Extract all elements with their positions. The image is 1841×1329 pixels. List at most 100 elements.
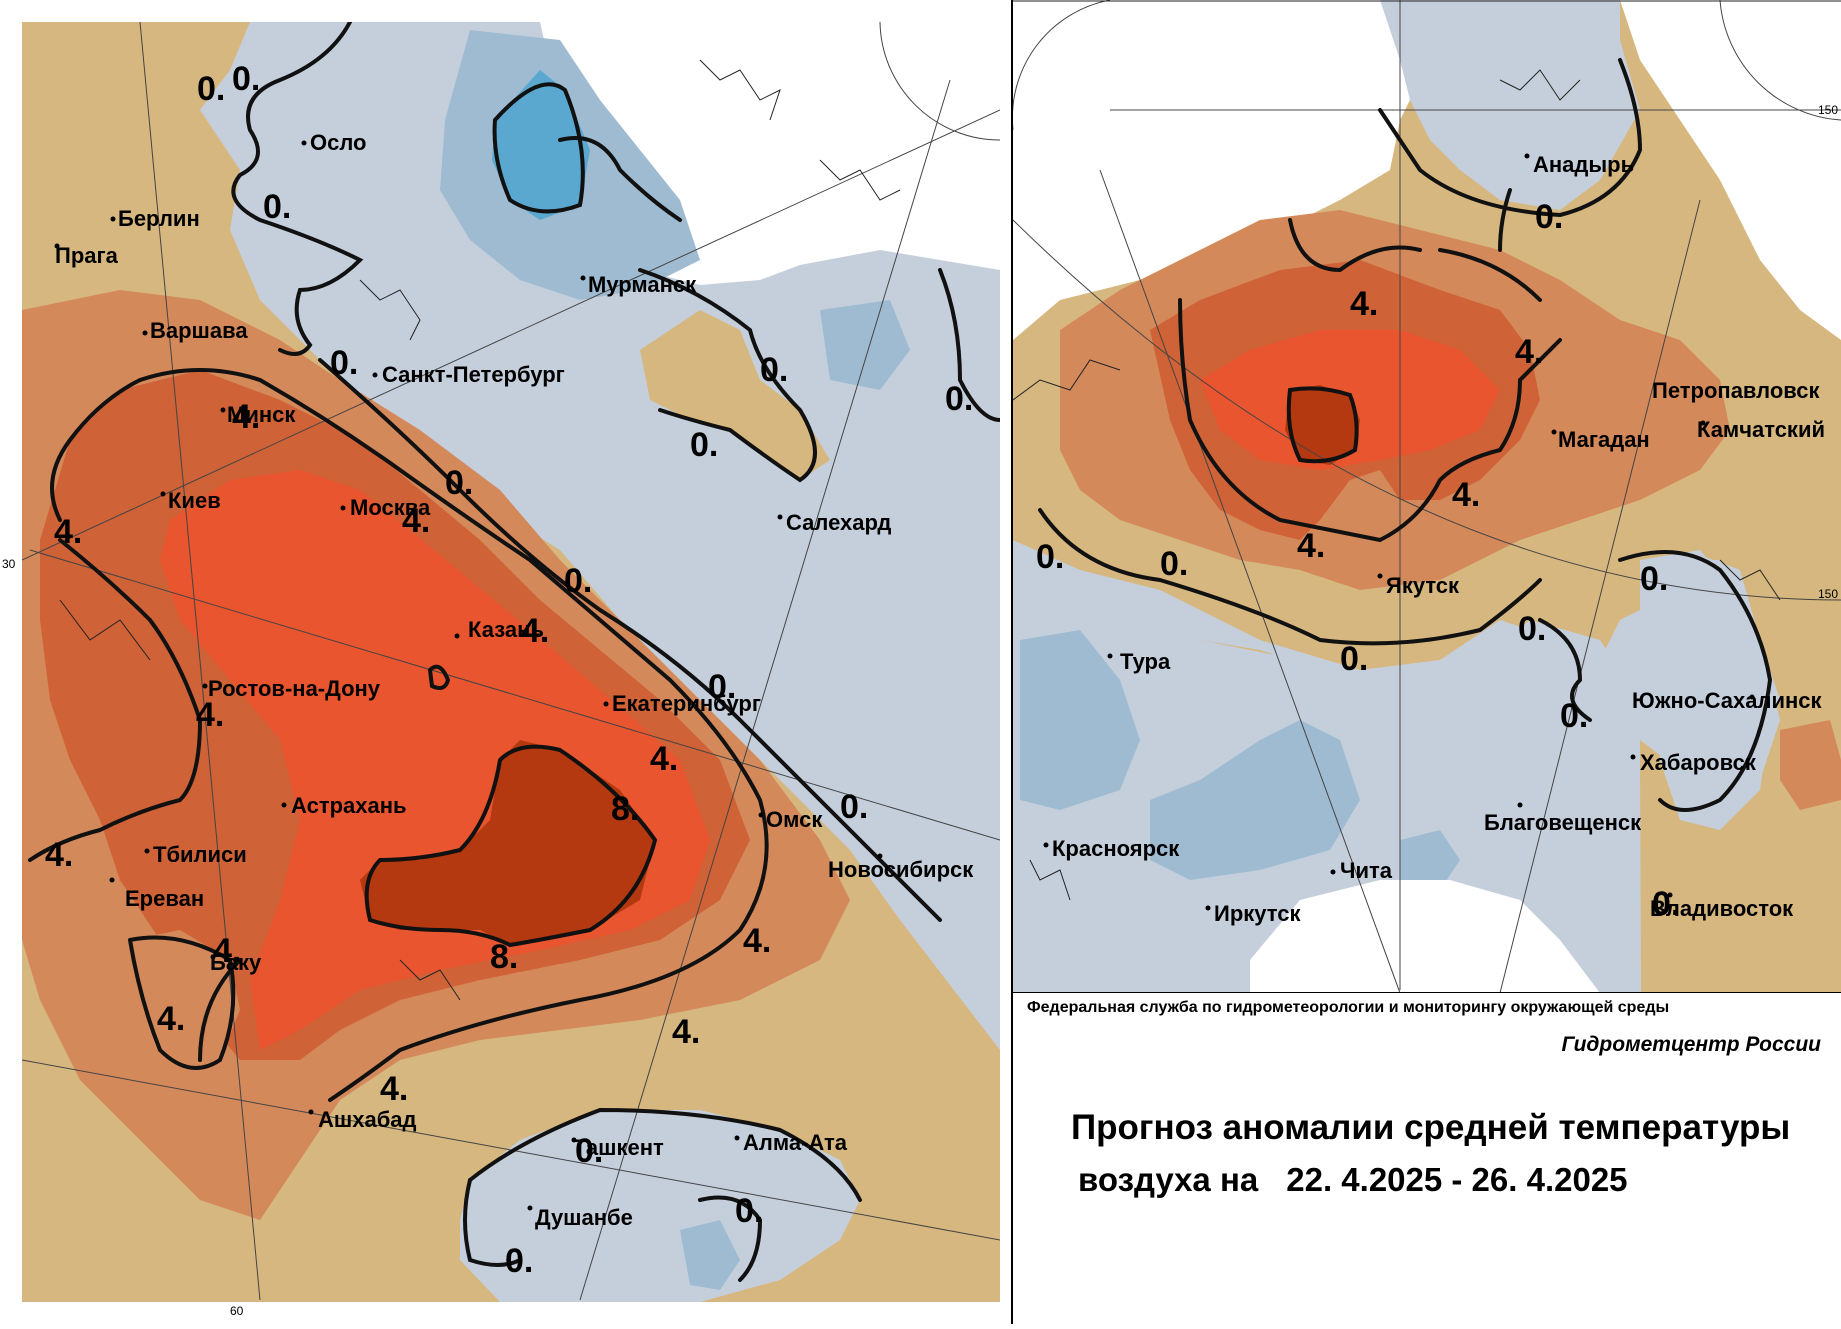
city-murmansk: Мурманск	[580, 272, 697, 297]
svg-text:0.: 0.	[505, 1242, 533, 1280]
city-kamchatsky: Камчатский	[1697, 417, 1825, 442]
cold-zone-right-minus2-b	[1150, 720, 1360, 880]
svg-text:Ашхабад: Ашхабад	[318, 1107, 417, 1132]
agency-name: Федеральная служба по гидрометеорологии …	[1027, 999, 1670, 1016]
city-yuzhno-sakhalinsk: Южно-Сахалинск	[1632, 688, 1822, 713]
cold-zone-south	[460, 1110, 860, 1302]
svg-text:4.: 4.	[380, 1070, 408, 1108]
info-panel: Федеральная служба по гидрометеорологии …	[1013, 993, 1841, 1324]
warm-zone-8-plus	[360, 740, 655, 945]
city-dushanbe: Душанбе	[527, 1205, 633, 1230]
city-ashgabat: Ашхабад	[308, 1107, 417, 1132]
svg-text:0.: 0.	[564, 562, 592, 600]
svg-text:4.: 4.	[672, 1013, 700, 1051]
svg-text:Салехард: Салехард	[786, 510, 891, 535]
svg-text:0.: 0.	[263, 188, 291, 226]
center-name: Гидрометцентр России	[1561, 1033, 1821, 1056]
city-warsaw: Варшава	[142, 318, 248, 343]
city-anadyr: Анадырь	[1524, 152, 1634, 177]
svg-text:4.: 4.	[743, 922, 771, 960]
svg-text:4.: 4.	[521, 612, 549, 650]
svg-text:Камчатский: Камчатский	[1697, 417, 1825, 442]
city-vladivostok: Владивосток	[1650, 892, 1794, 921]
cities-right: Анадырь Петропавловск Камчатский Магадан…	[1043, 152, 1825, 926]
city-prague: Прага	[54, 243, 119, 268]
coastlines-right	[1013, 0, 1841, 901]
svg-text:4.: 4.	[402, 502, 430, 540]
right-grid	[1013, 0, 1841, 993]
svg-text:Новосибирск: Новосибирск	[828, 857, 974, 882]
city-magadan: Магадан	[1551, 427, 1650, 452]
svg-text:0.: 0.	[1535, 198, 1563, 236]
city-petropavlovsk: Петропавловск	[1652, 378, 1821, 403]
isoline-labels-right: 0. 0. 0. 0. 0. 0. 0. 0. 4. 4. 4. 4.	[1036, 198, 1680, 923]
svg-text:Екатеринбург: Екатеринбург	[612, 691, 761, 716]
svg-text:4.: 4.	[1515, 333, 1543, 371]
coastlines-left	[59, 59, 901, 1001]
svg-text:Южно-Сахалинск: Южно-Сахалинск	[1632, 688, 1822, 713]
svg-text:Ереван: Ереван	[125, 886, 204, 911]
warm-pocket-urals	[640, 310, 830, 480]
svg-text:4.: 4.	[213, 932, 241, 970]
svg-text:4.: 4.	[1350, 285, 1378, 323]
city-yakutsk: Якутск	[1377, 573, 1460, 598]
svg-text:Омск: Омск	[766, 807, 823, 832]
city-astrakhan: Астрахань	[281, 793, 407, 818]
isoline-labels-left: 0. 0. 0. 0. 0. 0. 0. 0. 0. 0. 0. 0. 0. 0…	[45, 60, 973, 1280]
cold-zone-north	[200, 22, 1000, 1050]
svg-text:Ташкент: Ташкент	[573, 1135, 664, 1160]
svg-text:0.: 0.	[1560, 697, 1588, 735]
svg-text:Петропавловск: Петропавловск	[1652, 378, 1821, 403]
svg-text:Тура: Тура	[1120, 649, 1171, 674]
left-grid	[22, 22, 1000, 1301]
svg-text:Москва: Москва	[350, 495, 431, 520]
city-oslo: Осло	[301, 130, 366, 155]
city-st-petersburg: Санкт-Петербург	[372, 362, 565, 387]
svg-text:Анадырь: Анадырь	[1533, 152, 1634, 177]
svg-text:0.: 0.	[197, 70, 225, 108]
svg-text:0.: 0.	[708, 668, 736, 706]
svg-text:Душанбе: Душанбе	[535, 1205, 633, 1230]
svg-text:Владивосток: Владивосток	[1650, 896, 1794, 921]
svg-text:Алма-Ата: Алма-Ата	[743, 1130, 848, 1155]
svg-text:0.: 0.	[575, 1132, 603, 1170]
city-krasnoyarsk: Красноярск	[1043, 836, 1180, 861]
city-omsk: Омск	[758, 807, 823, 832]
svg-text:Санкт-Петербург: Санкт-Петербург	[382, 362, 565, 387]
svg-text:0.: 0.	[1640, 560, 1668, 598]
svg-text:0.: 0.	[735, 1192, 763, 1230]
svg-text:0.: 0.	[1340, 640, 1368, 678]
svg-text:4.: 4.	[54, 513, 82, 551]
svg-text:4.: 4.	[650, 740, 678, 778]
city-chita: Чита	[1330, 858, 1393, 883]
svg-text:Красноярск: Красноярск	[1052, 836, 1180, 861]
warm-pocket-kamchatka-south	[1780, 720, 1841, 810]
svg-text:Варшава: Варшава	[150, 318, 248, 343]
city-irkutsk: Иркутск	[1205, 901, 1301, 926]
svg-text:Осло: Осло	[310, 130, 366, 155]
svg-text:8.: 8.	[490, 938, 518, 976]
cold-zone-south-minus2	[680, 1220, 740, 1290]
city-tashkent: Ташкент	[571, 1135, 664, 1160]
svg-text:Тбилиси: Тбилиси	[153, 842, 247, 867]
city-berlin: Берлин	[110, 206, 200, 231]
city-kazan: Казань	[454, 617, 544, 642]
city-almaty: Алма-Ата	[734, 1130, 848, 1155]
svg-text:4.: 4.	[157, 1000, 185, 1038]
svg-text:Киев: Киев	[168, 488, 221, 513]
svg-text:Казань: Казань	[468, 617, 544, 642]
city-minsk: Минск	[220, 402, 296, 427]
cities-left: Осло Берлин Прага Варшава Мурманск Санкт…	[54, 130, 974, 1230]
svg-text:8.: 8.	[611, 790, 639, 828]
city-novosibirsk: Новосибирск	[828, 853, 974, 882]
svg-text:4.: 4.	[1452, 476, 1480, 514]
cold-zone-minus2-east	[820, 300, 910, 390]
forecast-dates: 22. 4.2025 - 26. 4.2025	[1286, 1161, 1628, 1198]
svg-text:0.: 0.	[1160, 545, 1188, 583]
svg-text:0.: 0.	[445, 464, 473, 502]
left-map: Осло Берлин Прага Варшава Мурманск Санкт…	[2, 22, 1000, 1318]
svg-text:4.: 4.	[232, 398, 260, 436]
svg-text:4.: 4.	[196, 696, 224, 734]
city-moscow: Москва	[340, 495, 431, 520]
